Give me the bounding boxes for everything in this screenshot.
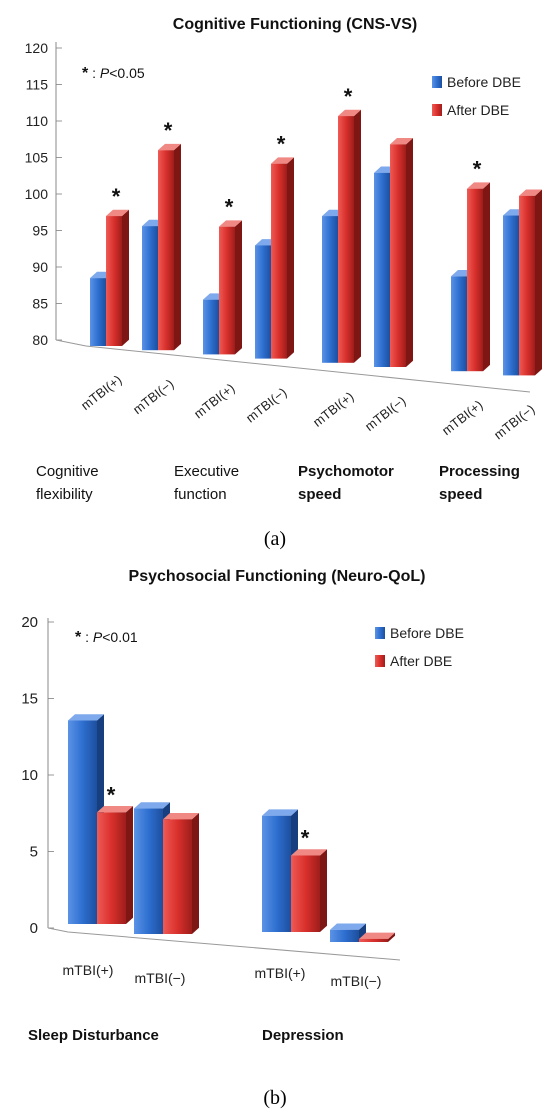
chart-a-title: Cognitive Functioning (CNS-VS) [173, 16, 417, 33]
y-tick-label: 90 [32, 259, 48, 275]
legend-after-swatch [432, 104, 442, 116]
category-label: mTBI(+) [78, 372, 125, 413]
bar-after [467, 182, 490, 372]
group-label: speed [439, 486, 482, 503]
category-label: mTBI(−) [135, 970, 186, 986]
bar-after [163, 812, 199, 934]
significance-star: * [225, 195, 234, 220]
legend-after-label: After DBE [447, 102, 509, 118]
category-label: mTBI(+) [63, 962, 114, 978]
legend-after-label: After DBE [390, 653, 452, 669]
category-label: mTBI(−) [130, 376, 177, 417]
bar-after [219, 220, 242, 355]
legend-before-label: Before DBE [390, 625, 464, 641]
significance-note: * : P<0.01 [75, 629, 138, 646]
bar-after [97, 806, 133, 924]
group-label: speed [298, 486, 341, 503]
bar-after [271, 157, 294, 359]
y-tick-label: 100 [25, 186, 49, 202]
group-label: Sleep Disturbance [28, 1027, 159, 1044]
y-tick-label: 0 [30, 920, 38, 937]
x-axis-floor [55, 339, 531, 393]
group-label: Cognitive [36, 463, 99, 480]
bar-after [291, 849, 327, 932]
y-tick-label: 85 [32, 296, 48, 312]
category-label: mTBI(−) [243, 385, 290, 426]
category-label: mTBI(−) [331, 973, 382, 989]
panel-label-b: (b) [263, 1087, 286, 1109]
group-label: Processing [439, 463, 520, 480]
bar-after [390, 138, 413, 367]
y-tick-label: 105 [25, 150, 49, 166]
y-tick-label: 20 [21, 614, 38, 631]
y-tick-label: 95 [32, 223, 48, 239]
legend: Before DBE After DBE [432, 74, 521, 118]
significance-star: * [473, 157, 482, 182]
significance-star: * [164, 118, 173, 143]
y-tick-label: 120 [25, 40, 49, 56]
y-tick-label: 10 [21, 767, 38, 784]
bar-after [158, 143, 181, 351]
group-label: flexibility [36, 486, 93, 503]
y-tick-label: 115 [26, 77, 49, 93]
y-tick-label: 80 [32, 332, 48, 348]
x-axis-floor [47, 927, 401, 961]
category-label: mTBI(+) [255, 965, 306, 981]
significance-star: * [107, 782, 116, 807]
category-label: mTBI(+) [191, 380, 238, 421]
significance-star: * [112, 184, 121, 209]
y-tick-label: 110 [26, 113, 49, 129]
legend-before-label: Before DBE [447, 74, 521, 90]
group-label: function [174, 486, 227, 503]
bar-after [106, 209, 129, 346]
group-label: Executive [174, 463, 239, 480]
y-tick-label: 15 [21, 691, 38, 708]
category-label: mTBI(+) [439, 397, 486, 438]
panel-label-a: (a) [264, 528, 286, 550]
y-tick-label: 5 [30, 844, 38, 861]
category-label: mTBI(−) [362, 393, 409, 434]
bar-before [330, 923, 366, 942]
significance-star: * [301, 826, 310, 851]
legend: Before DBE After DBE [375, 625, 464, 669]
chart-b-title: Psychosocial Functioning (Neuro-QoL) [129, 568, 426, 585]
bar-after [359, 932, 395, 942]
legend-before-swatch [432, 76, 442, 88]
bar-after [519, 189, 542, 376]
category-label: mTBI(+) [310, 389, 357, 430]
category-label: mTBI(−) [491, 401, 538, 442]
group-label: Psychomotor [298, 463, 394, 480]
significance-note: * : P<0.05 [82, 65, 145, 82]
significance-star: * [277, 132, 286, 157]
group-label: Depression [262, 1027, 344, 1044]
significance-star: * [344, 84, 353, 109]
legend-after-swatch [375, 655, 385, 667]
legend-before-swatch [375, 627, 385, 639]
bar-after [338, 109, 361, 363]
